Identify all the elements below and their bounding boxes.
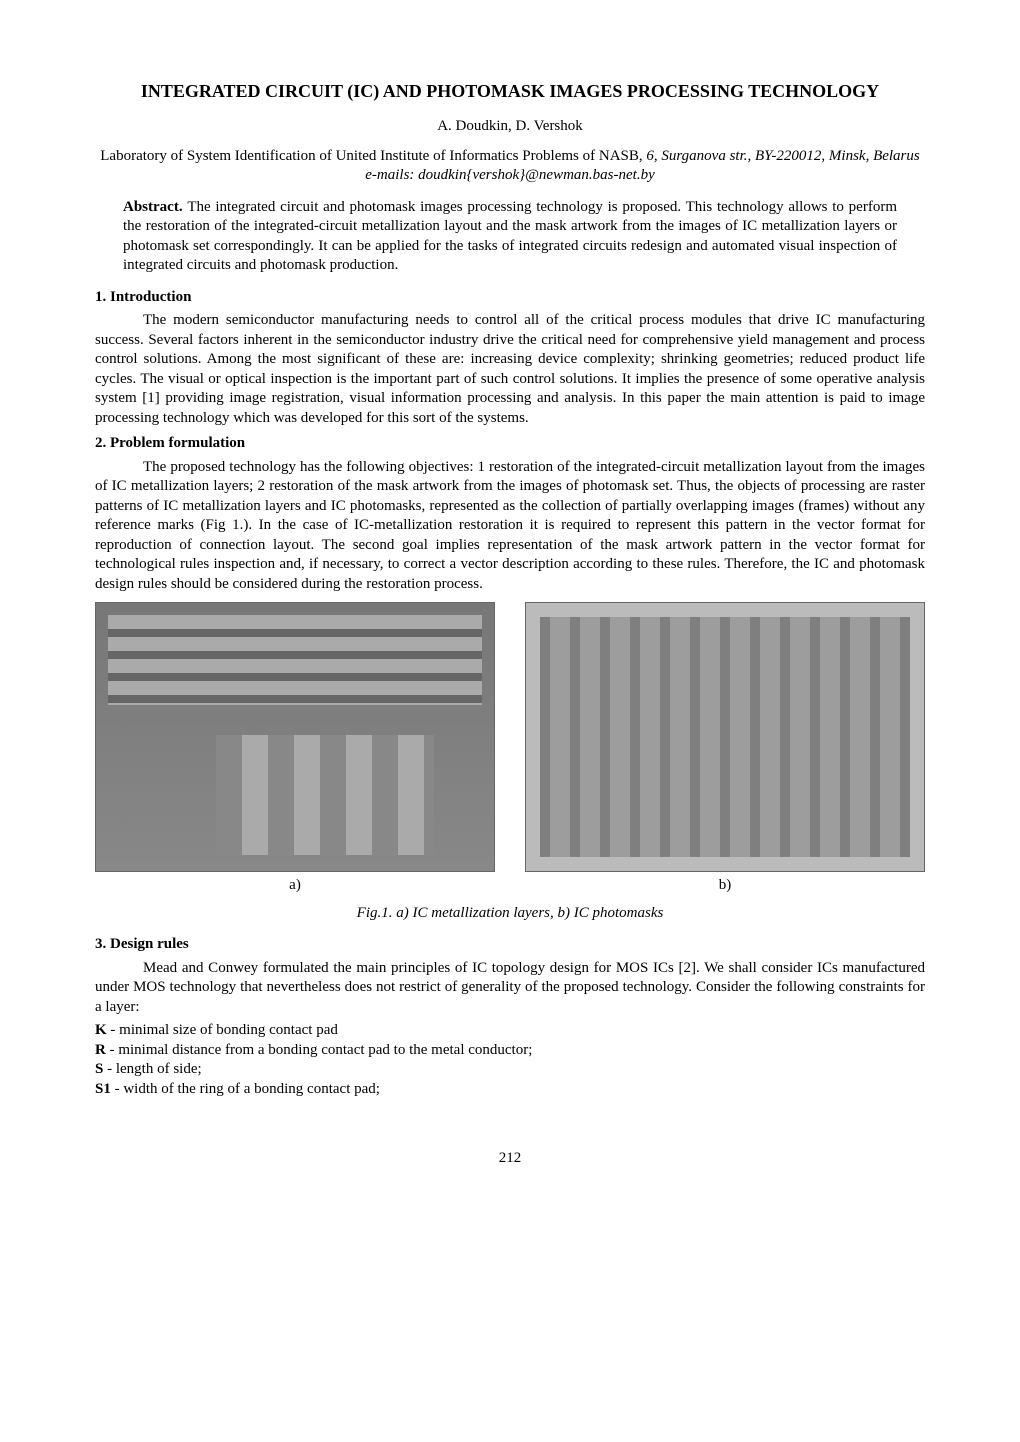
section-3-heading: 3. Design rules (95, 935, 925, 955)
paper-title: INTEGRATED CIRCUIT (IC) AND PHOTOMASK IM… (95, 80, 925, 103)
figure-a-image (95, 602, 495, 872)
abstract-label: Abstract. (123, 199, 187, 215)
section-2-heading: 2. Problem formulation (95, 434, 925, 454)
abstract-block: Abstract. The integrated circuit and pho… (123, 198, 897, 276)
rule-line-s1: S1 - width of the ring of a bonding cont… (95, 1080, 925, 1100)
figure-a-label: a) (95, 876, 495, 896)
abstract-text: The integrated circuit and photomask ima… (123, 199, 897, 274)
section-1-heading: 1. Introduction (95, 288, 925, 308)
figure-a-wrap: a) (95, 602, 495, 896)
affiliation-plain: Laboratory of System Identification of U… (100, 148, 646, 164)
figure-row: a) b) (95, 602, 925, 896)
rule-key-r: R (95, 1042, 106, 1058)
rule-desc-s: - length of side; (103, 1061, 201, 1077)
figure-b-image (525, 602, 925, 872)
rule-desc-s1: - width of the ring of a bonding contact… (111, 1081, 380, 1097)
paper-authors: A. Doudkin, D. Vershok (95, 117, 925, 137)
section-1-para: The modern semiconductor manufacturing n… (95, 311, 925, 428)
paper-affiliation: Laboratory of System Identification of U… (95, 147, 925, 186)
rule-line-s: S - length of side; (95, 1060, 925, 1080)
figure-b-wrap: b) (525, 602, 925, 896)
rule-key-k: K (95, 1022, 107, 1038)
figure-caption: Fig.1. a) IC metallization layers, b) IC… (95, 904, 925, 924)
rule-line-k: K - minimal size of bonding contact pad (95, 1021, 925, 1041)
section-3-para: Mead and Conwey formulated the main prin… (95, 959, 925, 1018)
rule-line-r: R - minimal distance from a bonding cont… (95, 1041, 925, 1061)
page-number: 212 (95, 1149, 925, 1169)
section-2-para: The proposed technology has the followin… (95, 458, 925, 595)
rule-desc-r: - minimal distance from a bonding contac… (106, 1042, 533, 1058)
figure-b-label: b) (525, 876, 925, 896)
rule-desc-k: - minimal size of bonding contact pad (107, 1022, 338, 1038)
rule-key-s1: S1 (95, 1081, 111, 1097)
